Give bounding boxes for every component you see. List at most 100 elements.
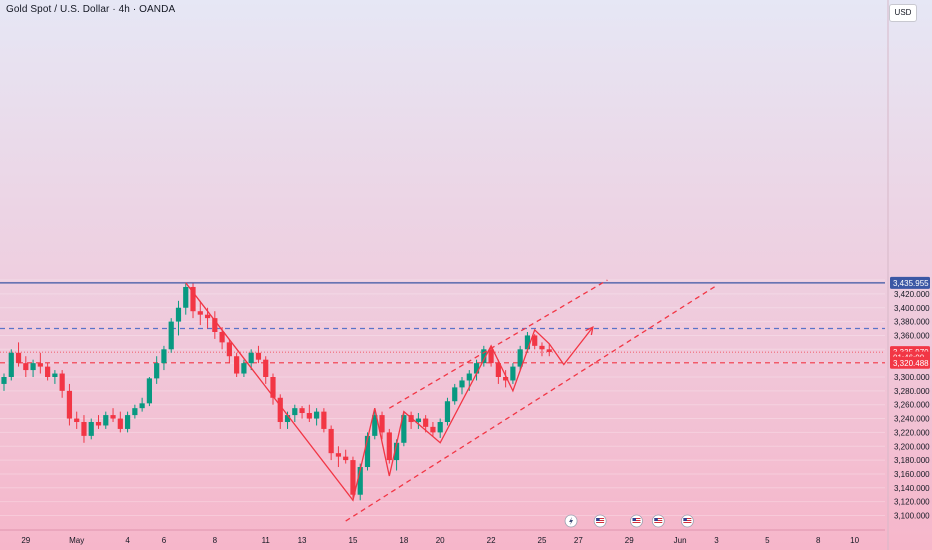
candle-body <box>132 408 138 416</box>
lightning-icon[interactable] <box>564 514 578 528</box>
date-tick-label: 22 <box>487 536 496 545</box>
candle-body <box>30 363 36 371</box>
candle-body <box>270 377 276 398</box>
candle-body <box>306 413 312 419</box>
channel-upper-line[interactable] <box>388 279 608 409</box>
candle-body <box>284 415 291 423</box>
flag-stripe <box>654 518 663 519</box>
candle-body <box>510 366 516 381</box>
date-tick-label: 18 <box>399 536 408 545</box>
flag-stripe <box>632 520 641 521</box>
candle <box>212 311 218 339</box>
flag-canton <box>632 518 636 521</box>
candle-body <box>226 342 232 357</box>
price-tick-label: 3,240.000 <box>894 415 930 424</box>
date-tick-label: 11 <box>262 536 271 545</box>
flag-stripe <box>654 522 663 523</box>
time-axis[interactable]: 29 May 4 6 8 11 13 15 18 20 22 25 27 29 Jun 3 5 8 10 <box>0 0 889 550</box>
candle <box>277 394 283 429</box>
flag-stripe <box>654 520 663 521</box>
candle <box>95 415 102 429</box>
us-flag-icon[interactable] <box>651 514 665 528</box>
candle-body <box>219 331 225 343</box>
zigzag-path[interactable] <box>185 282 594 502</box>
candle-body <box>488 349 494 364</box>
candle <box>452 383 458 405</box>
candle <box>481 345 487 367</box>
candle-body <box>66 390 73 419</box>
date-tick-label: 29 <box>21 536 30 545</box>
price-tick-label: 3,300.000 <box>894 373 930 382</box>
currency-button[interactable]: USD <box>889 4 917 22</box>
candle-body <box>45 366 51 377</box>
price-tick-label: 3,120.000 <box>894 498 930 507</box>
candle-body <box>204 314 211 319</box>
candle-body <box>124 415 131 429</box>
flag-canton <box>596 518 600 521</box>
flag-stripe <box>596 520 605 521</box>
candle-body <box>37 363 43 367</box>
flag-stripe <box>683 520 692 521</box>
date-tick-label: 5 <box>765 536 770 545</box>
candle <box>59 370 65 398</box>
candle <box>197 300 203 326</box>
candle <box>15 342 22 367</box>
channel-lower-line[interactable] <box>345 285 717 522</box>
flag-stripe <box>596 518 605 519</box>
us-flag-icon[interactable] <box>593 514 607 528</box>
candle <box>255 345 262 364</box>
candle <box>1 373 7 391</box>
us-flag-icon[interactable] <box>630 514 643 528</box>
us-flag-icon[interactable] <box>680 514 694 528</box>
candle <box>30 359 36 377</box>
price-tick-label: 3,380.000 <box>894 318 930 327</box>
candle <box>45 363 51 381</box>
arrow-head[interactable] <box>585 326 594 336</box>
candle-body <box>117 418 123 429</box>
chart-title: Gold Spot / U.S. Dollar · 4h · OANDA <box>6 4 176 15</box>
candle-body <box>335 453 342 457</box>
candles <box>1 282 552 501</box>
candle-body <box>277 397 283 423</box>
lightning-glyph <box>569 517 574 525</box>
candle-body <box>197 311 203 315</box>
candle <box>37 352 43 374</box>
candle <box>183 282 189 315</box>
date-tick-label: 8 <box>816 536 821 545</box>
candle <box>52 370 58 384</box>
candle-body <box>321 411 327 429</box>
candle-body <box>466 373 472 381</box>
candle <box>488 345 494 367</box>
candle-body <box>241 363 247 374</box>
candle-body <box>539 345 545 350</box>
candle-body <box>357 467 363 495</box>
candle <box>234 352 240 377</box>
candle <box>110 408 116 423</box>
price-tag: 3,320.488 <box>890 356 930 369</box>
candle <box>154 356 160 384</box>
candle-body <box>146 378 152 404</box>
price-tick-label: 3,420.000 <box>894 290 930 299</box>
candle <box>444 397 451 426</box>
date-tick-label: 25 <box>538 536 547 545</box>
candle-body <box>481 349 487 364</box>
trend-drawings[interactable] <box>185 279 717 522</box>
candle <box>139 397 145 412</box>
candle <box>328 425 334 461</box>
candle-body <box>430 426 436 433</box>
candle <box>379 411 385 440</box>
candle <box>241 359 247 377</box>
candle-body <box>524 335 531 350</box>
candle <box>117 411 123 433</box>
candle-body <box>139 403 145 409</box>
date-tick-label: 3 <box>714 536 719 545</box>
candle-body <box>459 380 465 388</box>
candle-body <box>517 349 523 367</box>
flag-canton <box>683 518 687 521</box>
event-markers[interactable] <box>564 514 694 528</box>
horizontal-levels[interactable] <box>0 282 885 364</box>
flag-canton <box>654 518 658 521</box>
